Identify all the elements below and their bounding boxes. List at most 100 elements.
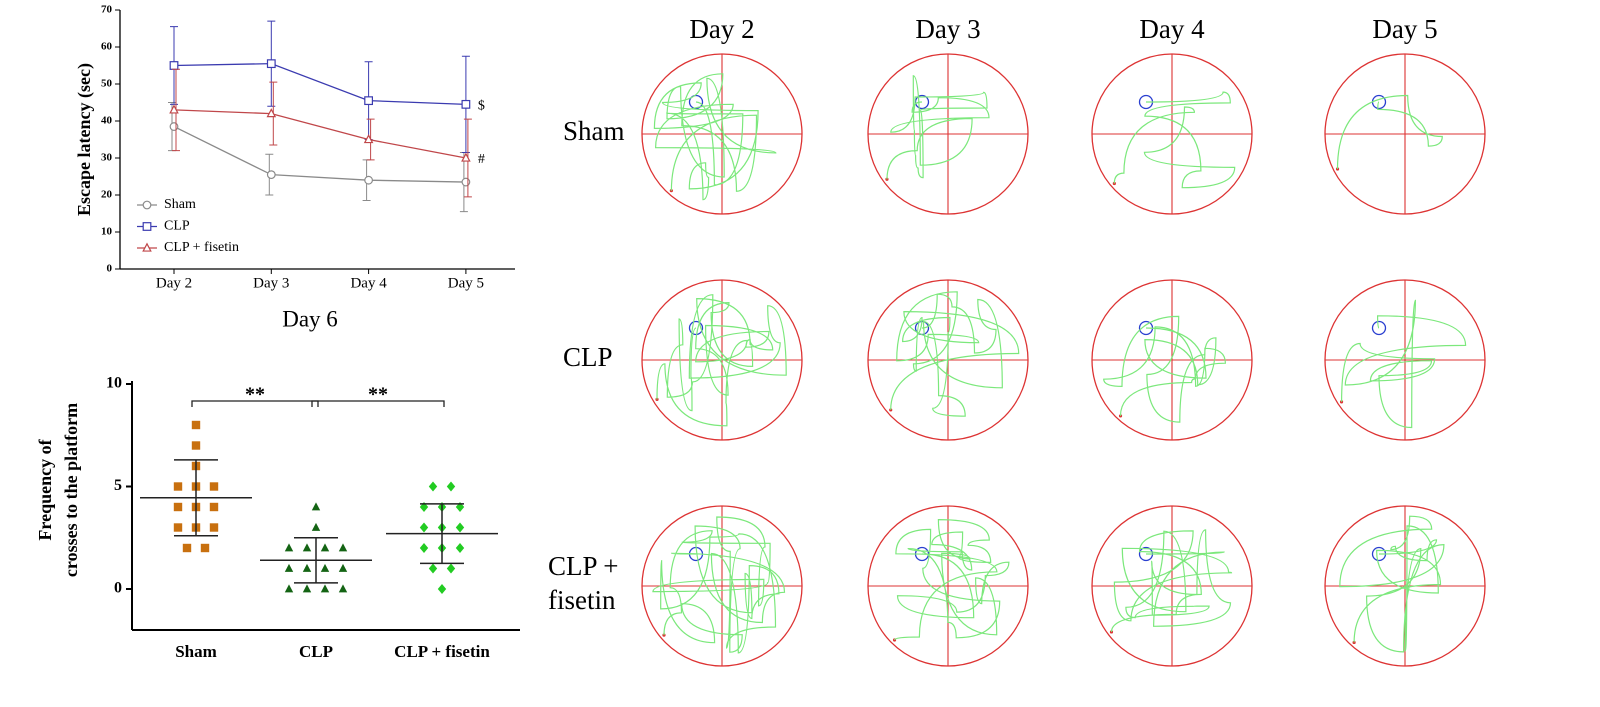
series-line bbox=[173, 109, 467, 159]
significance-label: ** bbox=[368, 384, 388, 406]
track-cell bbox=[641, 279, 803, 441]
marker bbox=[284, 584, 294, 593]
start-point bbox=[1112, 181, 1116, 186]
track-cell bbox=[1091, 279, 1253, 441]
y-tick-label: 50 bbox=[101, 78, 113, 90]
marker bbox=[428, 563, 438, 574]
pool-quadrants bbox=[1092, 280, 1252, 440]
marker bbox=[446, 481, 456, 492]
series-line bbox=[173, 62, 466, 105]
y-tick-label: 5 bbox=[114, 477, 122, 494]
track-cell bbox=[1324, 505, 1486, 667]
marker bbox=[437, 583, 447, 595]
platform bbox=[1371, 320, 1387, 336]
column-header: Day 2 bbox=[689, 14, 754, 44]
y-axis-label: crosses to the platform bbox=[61, 403, 81, 577]
swim-track bbox=[656, 294, 787, 427]
x-tick-label: CLP bbox=[299, 642, 333, 661]
marker bbox=[320, 563, 330, 572]
marker bbox=[419, 542, 429, 554]
marker bbox=[311, 502, 321, 511]
platform bbox=[688, 94, 704, 110]
sd-bar bbox=[174, 459, 218, 537]
pool-quadrants bbox=[868, 54, 1028, 214]
swim-track bbox=[1341, 299, 1467, 429]
marker bbox=[455, 542, 465, 554]
x-tick-label: Day 5 bbox=[448, 275, 484, 291]
marker bbox=[455, 501, 465, 513]
row-label: CLP + bbox=[548, 551, 619, 581]
marker bbox=[284, 543, 294, 552]
marker bbox=[284, 563, 294, 572]
marker bbox=[266, 59, 276, 69]
pool-quadrants bbox=[642, 506, 802, 666]
marker bbox=[461, 177, 471, 187]
y-tick-label: 40 bbox=[101, 115, 113, 127]
legend-marker bbox=[142, 222, 152, 231]
swim-track bbox=[1103, 315, 1227, 423]
swim-track bbox=[1110, 529, 1233, 632]
marker bbox=[461, 99, 471, 109]
platform bbox=[688, 320, 704, 336]
marker bbox=[338, 543, 348, 552]
marker bbox=[320, 543, 330, 552]
pool-quadrants bbox=[1092, 506, 1252, 666]
track-cell bbox=[1324, 279, 1486, 441]
marker bbox=[209, 523, 219, 532]
row-label: Sham bbox=[563, 116, 625, 146]
marker bbox=[209, 482, 219, 491]
marker bbox=[419, 522, 429, 533]
y-tick-label: 10 bbox=[106, 375, 122, 392]
marker bbox=[364, 175, 374, 185]
track-cell bbox=[641, 53, 803, 215]
pool-quadrants bbox=[1325, 54, 1485, 214]
pool-quadrants bbox=[1092, 54, 1252, 214]
x-tick-label: CLP + fisetin bbox=[394, 642, 490, 661]
marker bbox=[173, 502, 183, 512]
marker bbox=[428, 481, 438, 492]
y-tick-label: 0 bbox=[114, 580, 122, 597]
marker bbox=[364, 96, 373, 106]
column-header: Day 4 bbox=[1139, 14, 1205, 44]
swim-track bbox=[1336, 94, 1443, 170]
y-tick-label: 70 bbox=[101, 4, 113, 16]
x-tick-label: Day 4 bbox=[350, 275, 387, 291]
marker bbox=[169, 104, 179, 114]
annotation: # bbox=[478, 152, 485, 167]
significance-label: ** bbox=[245, 384, 265, 406]
track-cell bbox=[641, 505, 803, 667]
x-tick-label: Day 3 bbox=[253, 275, 289, 291]
x-tick-label: Sham bbox=[175, 642, 217, 661]
y-tick-label: 30 bbox=[101, 152, 113, 164]
swim-track bbox=[1339, 515, 1445, 653]
sd-bar bbox=[294, 537, 338, 584]
marker bbox=[302, 543, 312, 552]
track-cell bbox=[1324, 53, 1486, 215]
marker bbox=[446, 563, 456, 574]
swim-track bbox=[1113, 91, 1236, 189]
start-point bbox=[1339, 400, 1344, 404]
row-label: CLP bbox=[563, 342, 613, 372]
y-axis-label: Escape latency (sec) bbox=[74, 63, 95, 216]
swim-track bbox=[890, 291, 1020, 417]
pool-quadrants bbox=[868, 506, 1028, 666]
marker bbox=[200, 543, 210, 553]
swim-track bbox=[893, 518, 1010, 641]
column-header: Day 3 bbox=[915, 14, 980, 44]
marker bbox=[169, 122, 179, 131]
y-tick-label: 10 bbox=[101, 226, 113, 238]
sd-bar bbox=[420, 503, 464, 565]
significance-bracket bbox=[191, 400, 319, 407]
marker bbox=[338, 563, 348, 572]
marker bbox=[419, 501, 429, 513]
significance-bracket bbox=[311, 400, 445, 407]
legend-label: CLP + fisetin bbox=[164, 240, 239, 255]
marker bbox=[266, 108, 277, 118]
marker bbox=[461, 152, 471, 162]
marker bbox=[302, 584, 312, 593]
y-tick-label: 0 bbox=[107, 263, 113, 275]
marker bbox=[363, 134, 374, 144]
chart-title: Day 6 bbox=[282, 306, 338, 331]
marker bbox=[191, 420, 201, 430]
